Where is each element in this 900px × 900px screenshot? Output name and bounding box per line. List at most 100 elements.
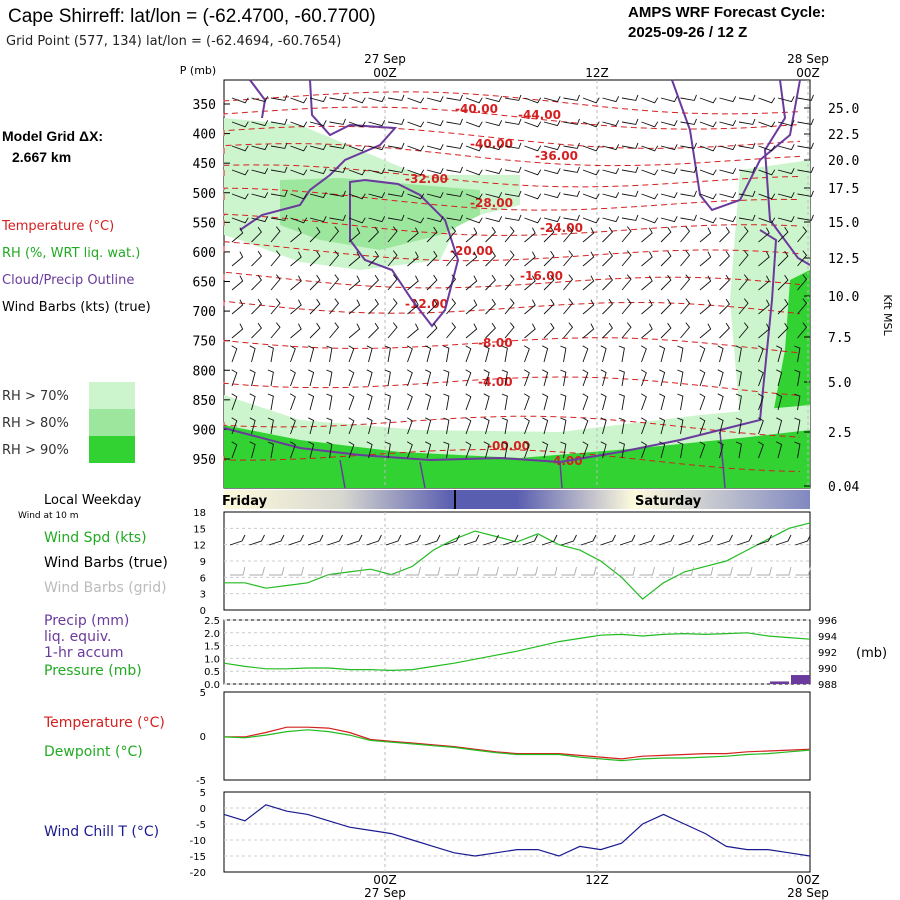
wind-barb-true <box>697 534 714 546</box>
wind-barb <box>582 323 595 339</box>
wind-barb <box>308 417 315 435</box>
wind-barb <box>735 441 742 459</box>
wind-barb <box>231 121 249 128</box>
wind-barb <box>600 345 607 363</box>
wind-barb <box>504 298 515 315</box>
wind-barb <box>680 250 691 267</box>
wind-barb <box>758 121 776 128</box>
wind-barb <box>504 94 522 101</box>
wind-barb <box>602 322 613 339</box>
wind-barb <box>483 393 490 411</box>
wind-chill-frame <box>223 791 811 873</box>
wind-barb <box>543 322 555 339</box>
wind-barb <box>543 298 555 315</box>
wind-barb <box>582 193 600 200</box>
precip-outline-streaks <box>339 431 726 489</box>
wind-barb <box>290 169 308 176</box>
kft-tick-label: 5.0 <box>828 376 851 391</box>
wind-barb-grid <box>425 566 441 576</box>
wind-barb-grid <box>581 566 597 576</box>
precip-ytick-label: 1.5 <box>204 642 220 653</box>
wind-barb-true <box>717 534 733 546</box>
kft-tick-label: 17.5 <box>828 182 859 197</box>
wind-barb <box>641 145 659 152</box>
precip-bar <box>770 681 790 684</box>
wind-barb <box>680 214 697 221</box>
wind-barb <box>719 298 730 315</box>
wind-barb <box>738 214 756 221</box>
pressure-tick-label: 650 <box>193 276 216 291</box>
wind-barb <box>560 441 567 459</box>
legend-rh: RH (%, WRT liq. wat.) <box>2 246 140 261</box>
wind-barb-grid <box>600 566 616 576</box>
wind-barb <box>542 441 549 459</box>
wind-barb <box>777 274 789 291</box>
temperature-line <box>224 726 811 760</box>
wind-barb <box>348 97 366 104</box>
wind-barb <box>524 169 542 176</box>
wind-barb <box>329 166 346 173</box>
wind-barb <box>680 166 697 173</box>
wind-barb-grid <box>698 566 714 576</box>
wind-barb <box>426 274 438 291</box>
wind-barb <box>618 417 625 435</box>
legend-wind-barbs: Wind Barbs (kts) (true) <box>2 300 151 315</box>
wind-barb <box>777 144 795 151</box>
wind-barb <box>582 441 589 459</box>
wind-barb <box>542 345 549 363</box>
wind-chill-ytick-label: -20 <box>190 868 206 879</box>
temperature-ytick-label: -5 <box>196 776 206 787</box>
wind-barb <box>426 216 444 223</box>
wind-barb <box>717 441 724 459</box>
wind-barb <box>425 369 432 387</box>
wind-barb <box>621 274 632 291</box>
wind-barb <box>524 323 536 339</box>
pressure-axis-label: P (mb) <box>180 64 216 77</box>
kft-tick-label: 10.0 <box>828 290 859 305</box>
wind-barb <box>719 96 737 103</box>
legend-wind-barbs-true: Wind Barbs (true) <box>44 555 168 571</box>
wind-barb <box>407 323 419 339</box>
wind-barb <box>309 274 321 291</box>
wind-barb-true <box>229 534 246 546</box>
kft-tick-label: 22.5 <box>828 128 859 143</box>
wind-barb <box>542 417 549 435</box>
wind-barb <box>308 441 315 459</box>
pressure-ytick-label: 990 <box>818 664 837 675</box>
wind-barb-grid <box>659 566 675 576</box>
dewpoint-line <box>223 729 811 762</box>
wind-barb <box>660 226 672 243</box>
isotherm-label: -40.00 <box>455 102 498 116</box>
wind-barb <box>231 145 249 152</box>
wind-barb <box>797 226 808 243</box>
wind-barb <box>797 274 808 291</box>
wind-barb <box>602 216 620 223</box>
wind-barb <box>582 251 595 267</box>
wind-barb <box>231 345 238 363</box>
wind-barb <box>680 322 691 339</box>
wind-barb <box>270 118 288 125</box>
wind-barb <box>407 227 419 243</box>
wind-barb <box>582 417 589 435</box>
wind-barb-true <box>522 534 538 546</box>
wind-barb-true <box>756 534 772 546</box>
wind-barb <box>699 323 712 339</box>
wind-barb <box>524 97 542 104</box>
wind-barb <box>504 214 522 221</box>
isotherm-label: -24.00 <box>540 221 583 235</box>
wind-barb <box>387 94 405 101</box>
wind-barb <box>582 145 600 152</box>
wind-barb <box>699 121 717 128</box>
wind-barb <box>621 142 639 149</box>
wind-barb-grid <box>483 566 499 576</box>
wind-barb <box>446 322 457 339</box>
wind-barb <box>794 345 801 363</box>
wind-barb <box>719 322 730 339</box>
wind-barb <box>641 97 659 104</box>
wind-barb-grid <box>503 566 519 576</box>
wind-barb <box>640 417 647 435</box>
rh80-region-upper <box>280 178 480 250</box>
wind-barb <box>504 274 515 291</box>
wind-barb <box>660 322 672 339</box>
legend-accum: 1-hr accum <box>44 645 124 661</box>
